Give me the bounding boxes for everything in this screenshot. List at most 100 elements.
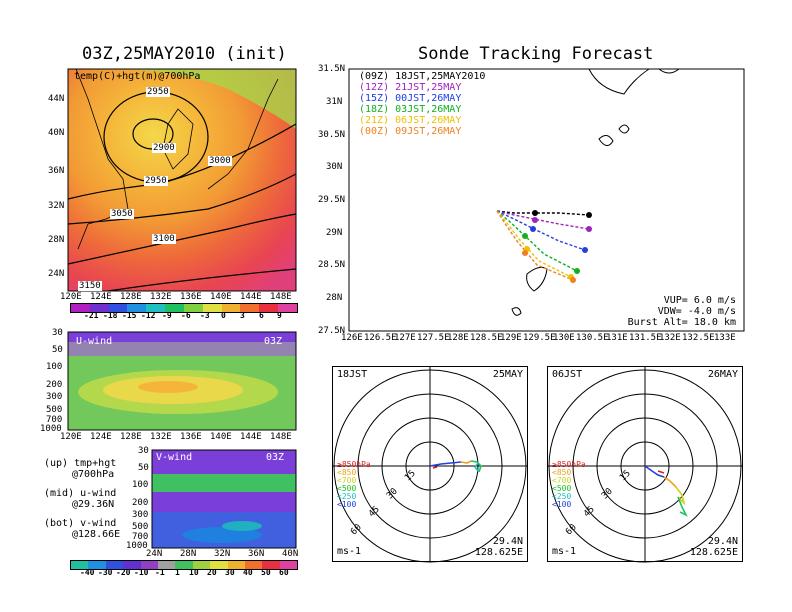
legend-item: (21Z) 06JST,26MAY [359,115,462,126]
hodograph-06jst: 06JST 26MAY ≥850hPa <850 <700 <500 <250 … [547,366,743,563]
lon-tick: 132.5E [682,333,715,343]
lon-tick: 131E [606,333,628,343]
hodograph-date: 26MAY [707,369,738,380]
level-item: ≥850hPa [552,460,586,469]
lat-tick: 28.5N [318,260,346,270]
lat-tick: 36N [48,166,65,176]
note-mid-line1: (mid) u-wind [44,488,117,499]
u-wind-label: U-wind [76,336,113,347]
lat-tick: 44N [48,94,65,104]
lat-tick: 28N [48,235,65,245]
hodograph-lon: 128.625E [689,547,738,558]
pressure-tick: 500 [132,522,149,532]
colorbar-tick: -40 [80,568,95,577]
v-wind-time: 03Z [266,452,285,463]
pressure-tick: 200 [132,498,149,508]
colorbar-tick: 0 [221,311,226,320]
pressure-tick: 500 [46,405,63,415]
pressure-tick: 50 [138,463,149,473]
lat-tick: 31N [326,97,343,107]
pressure-tick: 1000 [40,424,62,434]
lon-tick: 130E [553,333,575,343]
right-panel-title: Sonde Tracking Forecast [418,44,654,64]
pressure-tick: 300 [46,392,63,402]
lat-tick: 30.5N [318,130,346,140]
note-bot-line2: @128.66E [72,529,121,540]
level-item: <100 [337,500,357,509]
level-item: <850 [552,468,572,477]
lon-tick: 148E [270,432,292,442]
hodograph-time: 18JST [337,369,368,380]
colorbar-tick: -6 [181,311,191,320]
lon-tick: 126E [341,333,363,343]
colorbar-tick: -30 [98,568,113,577]
v-wind-label: V-wind [156,452,193,463]
pressure-tick: 50 [52,345,63,355]
lon-tick: 120E [60,432,82,442]
u-wind-panel: U-wind 03Z [67,331,297,431]
lon-tick: 128E [120,432,142,442]
lon-tick: 136E [180,292,202,302]
colorbar-tick: -18 [103,311,118,320]
contour-label: 3150 [78,281,102,291]
lon-tick: 140E [210,432,232,442]
note-up-line1: (up) tmp+hgt [44,458,117,469]
pressure-tick: 700 [132,532,149,542]
temp-height-map: temp(C)+hgt(m)@700hPa 2950 2900 3000 295… [67,68,297,292]
lat-tick: 28N [326,293,343,303]
colorbar-tick: -20 [116,568,131,577]
level-item: <700 [552,476,572,485]
level-legend: ≥850hPa <850 <700 <500 <250 <100 [337,461,371,509]
colorbar-tick: -10 [134,568,149,577]
colorbar-tick: -1 [155,568,165,577]
lon-tick: 136E [180,432,202,442]
left-panel-title: 03Z,25MAY2010 (init) [82,44,287,64]
lat-tick: 29N [326,228,343,238]
contour-label: 3000 [208,156,232,166]
colorbar-tick: -3 [200,311,210,320]
hodograph-lon: 128.625E [474,547,523,558]
vdw-value: VDW= -4.0 m/s [657,306,736,317]
pressure-tick: 200 [46,380,63,390]
note-bot-line1: (bot) v-wind [44,518,117,529]
contour-label: 2900 [152,143,176,153]
lon-tick: 144E [240,432,262,442]
lat-tick: 32N [48,201,65,211]
lon-tick: 148E [270,292,292,302]
lon-tick: 129E [500,333,522,343]
lon-tick: 144E [240,292,262,302]
temperature-colorbar [70,303,298,313]
wind-colorbar [70,560,298,570]
hodograph-time: 06JST [552,369,583,380]
note-up-line2: @700hPa [72,469,115,480]
lat-tick: 40N [282,549,299,559]
lat-tick: 28N [180,549,197,559]
level-item: <700 [337,476,357,485]
lat-tick: 30N [326,162,343,172]
colorbar-tick: -15 [122,311,137,320]
colorbar-tick: 6 [259,311,264,320]
pressure-tick: 100 [46,362,63,372]
pressure-tick: 30 [52,328,63,338]
colorbar-tick: 9 [277,311,282,320]
hodograph-lat: 29.4N [492,536,523,547]
colorbar-tick: 3 [240,311,245,320]
level-item: ≥850hPa [337,460,371,469]
pressure-tick: 100 [132,480,149,490]
lon-tick: 129.5E [523,333,556,343]
lat-tick: 27.5N [318,326,346,336]
hodograph-date: 25MAY [492,369,523,380]
contour-label: 2950 [146,87,170,97]
lon-tick: 127E [394,333,416,343]
lon-tick: 130.5E [576,333,609,343]
lon-tick: 124E [90,432,112,442]
pressure-tick: 700 [46,415,63,425]
lon-tick: 132E [659,333,681,343]
colorbar-tick: 60 [279,568,289,577]
lat-tick: 36N [248,549,265,559]
lon-tick: 132E [150,432,172,442]
lon-tick: 128E [120,292,142,302]
pressure-tick: 300 [132,510,149,520]
lat-tick: 32N [214,549,231,559]
colorbar-tick: 1 [175,568,180,577]
